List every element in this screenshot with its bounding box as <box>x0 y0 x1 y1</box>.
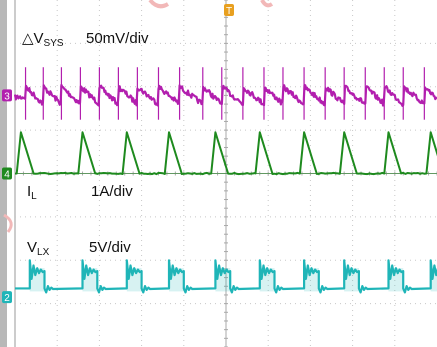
vlx-pulse-band <box>344 268 359 292</box>
vlx-trace-line <box>14 259 437 294</box>
trigger-marker-text: T <box>226 6 232 17</box>
ch2-marker-text: 2 <box>4 293 10 304</box>
vlx-label-sub: LX <box>37 247 50 258</box>
vlx-label: VLX <box>27 240 49 258</box>
il-label-sub: L <box>31 191 37 202</box>
vlx-label-main: V <box>27 239 38 256</box>
annotation-arc-top-left <box>148 0 170 9</box>
vlx-pulse-band <box>126 268 142 292</box>
ch3-marker: 3 <box>2 89 12 102</box>
trigger-marker: T <box>224 4 234 17</box>
ch2-marker-box <box>2 291 12 304</box>
channel-markers: T 3 4 2 <box>2 4 234 304</box>
annotation-marks <box>3 0 274 233</box>
vsys-trace-line <box>13 83 437 107</box>
trigger-marker-box <box>224 4 234 16</box>
vlx-pulse-band <box>259 268 275 292</box>
il-trace <box>14 131 437 176</box>
vlx-scale-label: 5V/div <box>89 239 131 256</box>
il-label: IL <box>27 184 37 202</box>
vsys-trace <box>13 67 437 120</box>
ch3-marker-text: 3 <box>4 91 10 102</box>
waveform-traces <box>13 67 437 294</box>
annotation-arc-top-right <box>260 0 274 8</box>
ch4-marker-text: 4 <box>4 170 10 181</box>
vsys-label: △VSYS <box>22 31 64 49</box>
vsys-scale-label: 50mV/div <box>86 30 149 47</box>
ch2-marker: 2 <box>2 291 12 304</box>
vlx-pulse-band <box>169 268 184 292</box>
vsys-label-main: △V <box>22 30 44 47</box>
ch4-marker: 4 <box>2 167 12 181</box>
ch3-marker-box <box>2 89 12 102</box>
vlx-trace <box>14 259 437 294</box>
vlx-pulse-band <box>304 268 319 292</box>
vsys-label-sub: SYS <box>43 38 64 49</box>
il-scale-label: 1A/div <box>91 183 133 200</box>
ch4-marker-box <box>2 167 12 180</box>
annotation-arc-left <box>3 213 13 233</box>
vlx-pulse-band <box>430 268 437 292</box>
il-label-main: I <box>27 183 32 200</box>
vlx-pulse-band <box>388 268 404 292</box>
vlx-pulse-band <box>82 268 98 292</box>
vlx-pulse-band <box>29 268 45 292</box>
vlx-pulse-band <box>215 268 231 292</box>
